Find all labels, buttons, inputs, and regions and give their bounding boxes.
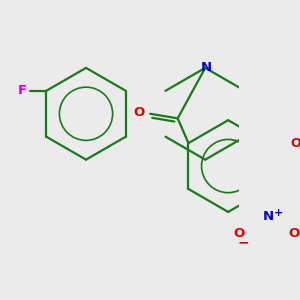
Text: O: O (290, 136, 300, 150)
Text: O: O (233, 226, 244, 239)
Text: F: F (18, 84, 27, 97)
Text: N: N (201, 61, 212, 74)
Text: O: O (288, 226, 299, 239)
Text: O: O (134, 106, 145, 119)
Text: +: + (274, 208, 283, 218)
Text: N: N (263, 210, 275, 223)
Text: −: − (237, 235, 249, 249)
